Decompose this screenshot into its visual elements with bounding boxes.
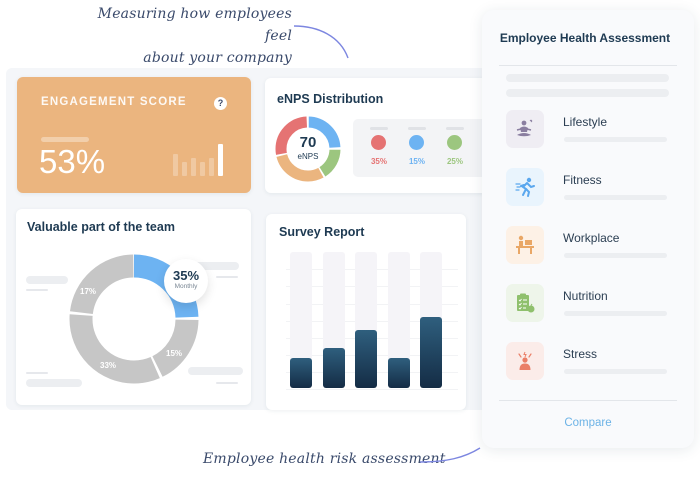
- health-item-label: Workplace: [563, 231, 620, 245]
- legend-pct: 15%: [408, 157, 425, 166]
- segment-label-17: 17%: [80, 287, 97, 296]
- placeholder-line: [26, 289, 48, 291]
- mini-bar: [173, 154, 178, 176]
- placeholder-pill: [26, 379, 82, 387]
- enps-title: eNPS Distribution: [277, 92, 384, 106]
- valuable-part-card: Valuable part of the team 17% 33% 15% 35…: [16, 209, 251, 405]
- placeholder-pill: [188, 367, 243, 375]
- legend-pct: 35%: [370, 157, 387, 166]
- bar-track: [290, 252, 312, 388]
- mini-bar: [200, 162, 205, 176]
- stress-icon: [506, 342, 544, 380]
- placeholder-bar: [506, 74, 669, 82]
- placeholder-bar: [564, 137, 667, 142]
- survey-bar-2: [323, 348, 345, 388]
- bar-track: [388, 252, 410, 388]
- legend-dot-blue: [409, 135, 424, 150]
- placeholder-line: [216, 276, 238, 278]
- enps-center-value: 70: [299, 134, 317, 151]
- legend-placeholder: [408, 127, 426, 130]
- highlight-value: 35%: [172, 268, 200, 283]
- legend-placeholder: [446, 127, 464, 130]
- valuable-donut-chart: [69, 254, 199, 384]
- segment-label-33: 33%: [100, 361, 117, 370]
- legend-dot-green: [447, 135, 462, 150]
- health-item-label: Nutrition: [563, 289, 608, 303]
- highlight-label: Monthly: [174, 283, 198, 290]
- enps-center-label: eNPS: [297, 152, 319, 161]
- mini-bar: [209, 158, 214, 176]
- health-item-fitness[interactable]: Fitness: [506, 168, 676, 210]
- divider: [499, 65, 677, 66]
- nutrition-checklist-icon: [506, 284, 544, 322]
- enps-distribution-card: eNPS Distribution 70 eNPS 35% 15% 2: [265, 78, 495, 193]
- survey-bar-3: [355, 330, 377, 388]
- mini-bar: [191, 158, 196, 176]
- help-icon[interactable]: ?: [214, 97, 227, 110]
- legend-placeholder: [370, 127, 388, 130]
- caption-top-line2: about your company: [143, 50, 292, 66]
- running-icon: [506, 168, 544, 206]
- meditation-icon: [506, 110, 544, 148]
- engagement-label: ENGAGEMENT SCORE: [41, 96, 187, 108]
- survey-title: Survey Report: [279, 225, 365, 239]
- health-item-label: Stress: [563, 347, 598, 361]
- arrow-curve-bottom: [419, 447, 481, 463]
- arrow-curve-top: [293, 25, 349, 59]
- caption-top: Measuring how employees feel about your …: [92, 3, 292, 69]
- mini-bar: [182, 162, 187, 176]
- survey-bar-1: [290, 358, 312, 388]
- grid-line: [286, 389, 458, 390]
- health-item-workplace[interactable]: Workplace: [506, 226, 676, 268]
- placeholder-bar: [564, 311, 667, 316]
- health-item-stress[interactable]: Stress: [506, 342, 676, 384]
- health-panel-title: Employee Health Assessment: [499, 31, 671, 45]
- placeholder-pill: [41, 137, 89, 142]
- survey-bar-4: [388, 358, 410, 388]
- highlight-bubble: 35% Monthly: [164, 259, 208, 303]
- enps-donut-chart: [275, 116, 341, 182]
- engagement-score-value: 53%: [39, 143, 106, 180]
- survey-report-card: Survey Report: [266, 214, 466, 410]
- placeholder-pill: [26, 276, 68, 284]
- health-item-nutrition[interactable]: Nutrition: [506, 284, 676, 326]
- placeholder-bar: [564, 253, 667, 258]
- mini-bar-highlight: [218, 144, 223, 176]
- health-item-label: Lifestyle: [563, 115, 608, 129]
- health-item-lifestyle[interactable]: Lifestyle: [506, 110, 676, 152]
- employee-health-panel: Employee Health Assessment Lifestyle Fit…: [482, 10, 694, 448]
- health-item-label: Fitness: [563, 173, 602, 187]
- survey-bar-5: [420, 317, 442, 388]
- compare-link[interactable]: Compare: [564, 417, 612, 429]
- legend-dot-red: [371, 135, 386, 150]
- valuable-title: Valuable part of the team: [27, 220, 175, 234]
- placeholder-bar: [506, 89, 669, 97]
- placeholder-line: [26, 372, 48, 374]
- desk-worker-icon: [506, 226, 544, 264]
- caption-top-line1: Measuring how employees feel: [97, 6, 292, 44]
- placeholder-bar: [564, 369, 667, 374]
- segment-label-15: 15%: [166, 349, 183, 358]
- engagement-score-card: ENGAGEMENT SCORE ? 53%: [17, 77, 251, 193]
- caption-bottom: Employee health risk assessment: [203, 451, 446, 467]
- placeholder-line: [216, 382, 238, 384]
- legend-pct: 25%: [446, 157, 463, 166]
- placeholder-bar: [564, 195, 667, 200]
- enps-legend: 35% 15% 25%: [353, 119, 493, 177]
- divider: [499, 400, 677, 401]
- placeholder-pill: [194, 262, 239, 270]
